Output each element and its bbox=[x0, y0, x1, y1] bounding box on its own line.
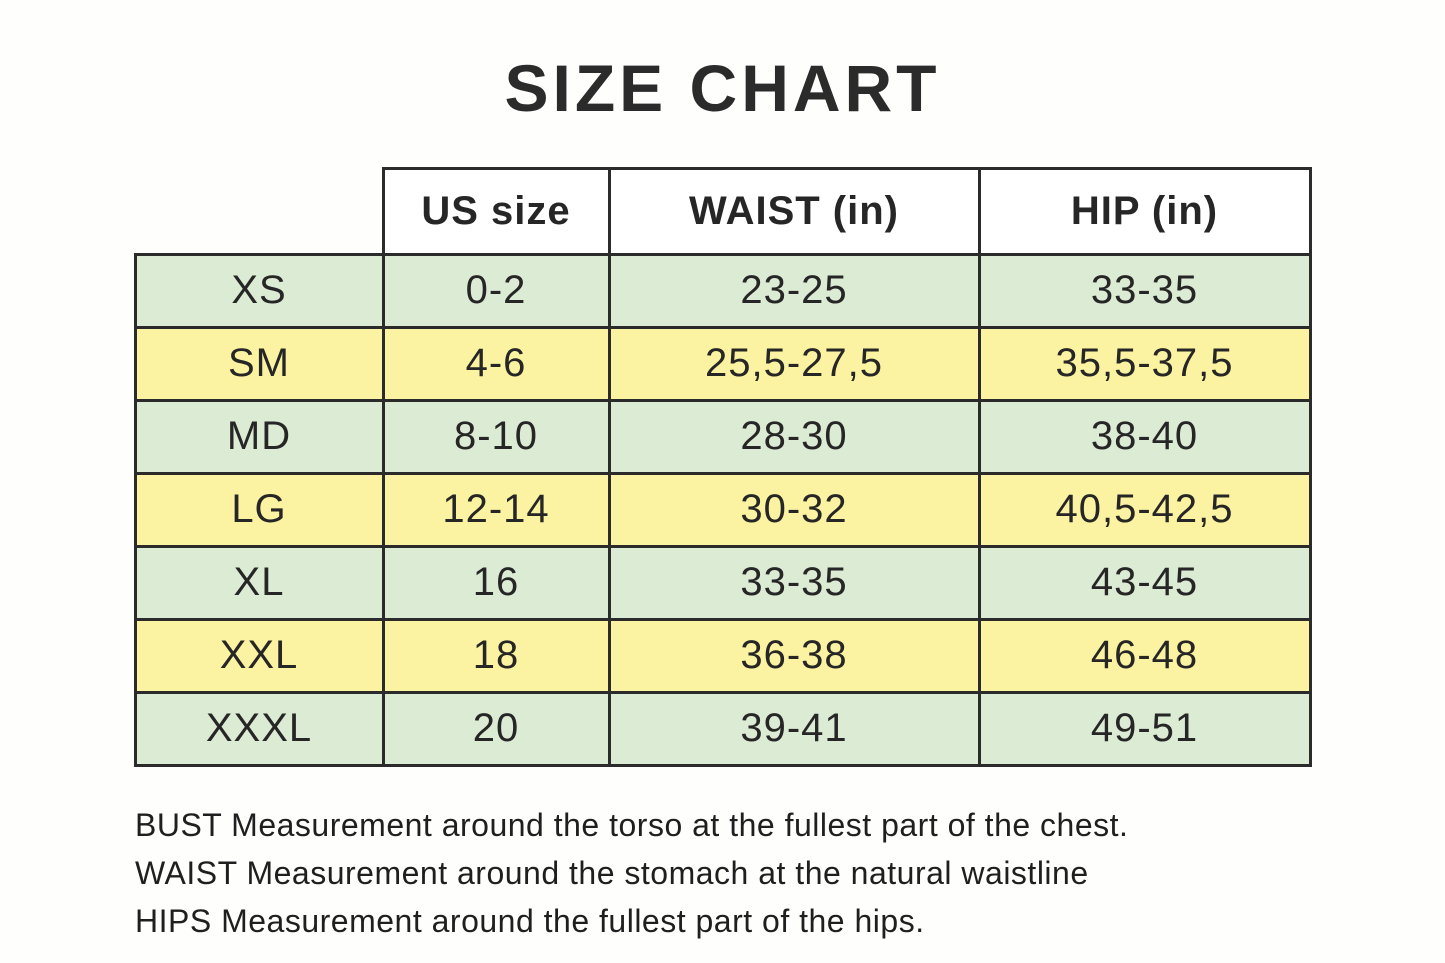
waist-value: 28-30 bbox=[607, 398, 981, 475]
table-row-xl: XL 16 33-35 43-45 bbox=[133, 544, 1312, 621]
measurement-notes: BUST Measurement around the torso at the… bbox=[135, 801, 1310, 945]
header-corner-empty bbox=[135, 168, 383, 254]
size-chart-table: US size WAIST (in) HIP (in) XS 0-2 23-25… bbox=[133, 166, 1312, 767]
table-row-sm: SM 4-6 25,5-27,5 35,5-37,5 bbox=[133, 325, 1312, 402]
waist-value: 30-32 bbox=[607, 471, 981, 548]
column-header-us-size: US size bbox=[381, 166, 611, 256]
size-label: SM bbox=[133, 325, 385, 402]
size-label: XL bbox=[133, 544, 385, 621]
us-size-value: 16 bbox=[381, 544, 611, 621]
note-hips: HIPS Measurement around the fullest part… bbox=[135, 902, 925, 939]
note-bust: BUST Measurement around the torso at the… bbox=[135, 806, 1129, 843]
table-row-lg: LG 12-14 30-32 40,5-42,5 bbox=[133, 471, 1312, 548]
hip-value: 33-35 bbox=[977, 252, 1312, 329]
note-waist: WAIST Measurement around the stomach at … bbox=[135, 854, 1089, 891]
us-size-value: 12-14 bbox=[381, 471, 611, 548]
table-row-xs: XS 0-2 23-25 33-35 bbox=[133, 252, 1312, 329]
hip-value: 35,5-37,5 bbox=[977, 325, 1312, 402]
size-label: MD bbox=[133, 398, 385, 475]
size-label: XS bbox=[133, 252, 385, 329]
hip-value: 46-48 bbox=[977, 617, 1312, 694]
us-size-value: 8-10 bbox=[381, 398, 611, 475]
us-size-value: 4-6 bbox=[381, 325, 611, 402]
us-size-value: 20 bbox=[381, 690, 611, 767]
table-row-xxxl: XXXL 20 39-41 49-51 bbox=[133, 690, 1312, 767]
table-row-md: MD 8-10 28-30 38-40 bbox=[133, 398, 1312, 475]
waist-value: 39-41 bbox=[607, 690, 981, 767]
size-label: XXXL bbox=[133, 690, 385, 767]
column-header-waist: WAIST (in) bbox=[607, 166, 981, 256]
size-label: XXL bbox=[133, 617, 385, 694]
hip-value: 40,5-42,5 bbox=[977, 471, 1312, 548]
page-title: SIZE CHART bbox=[504, 51, 941, 125]
us-size-value: 18 bbox=[381, 617, 611, 694]
size-label: LG bbox=[133, 471, 385, 548]
table-header-row: US size WAIST (in) HIP (in) bbox=[135, 166, 1312, 256]
us-size-value: 0-2 bbox=[381, 252, 611, 329]
column-header-hip: HIP (in) bbox=[977, 166, 1312, 256]
waist-value: 25,5-27,5 bbox=[607, 325, 981, 402]
hip-value: 49-51 bbox=[977, 690, 1312, 767]
hip-value: 38-40 bbox=[977, 398, 1312, 475]
hip-value: 43-45 bbox=[977, 544, 1312, 621]
waist-value: 36-38 bbox=[607, 617, 981, 694]
table-row-xxl: XXL 18 36-38 46-48 bbox=[133, 617, 1312, 694]
waist-value: 33-35 bbox=[607, 544, 981, 621]
waist-value: 23-25 bbox=[607, 252, 981, 329]
